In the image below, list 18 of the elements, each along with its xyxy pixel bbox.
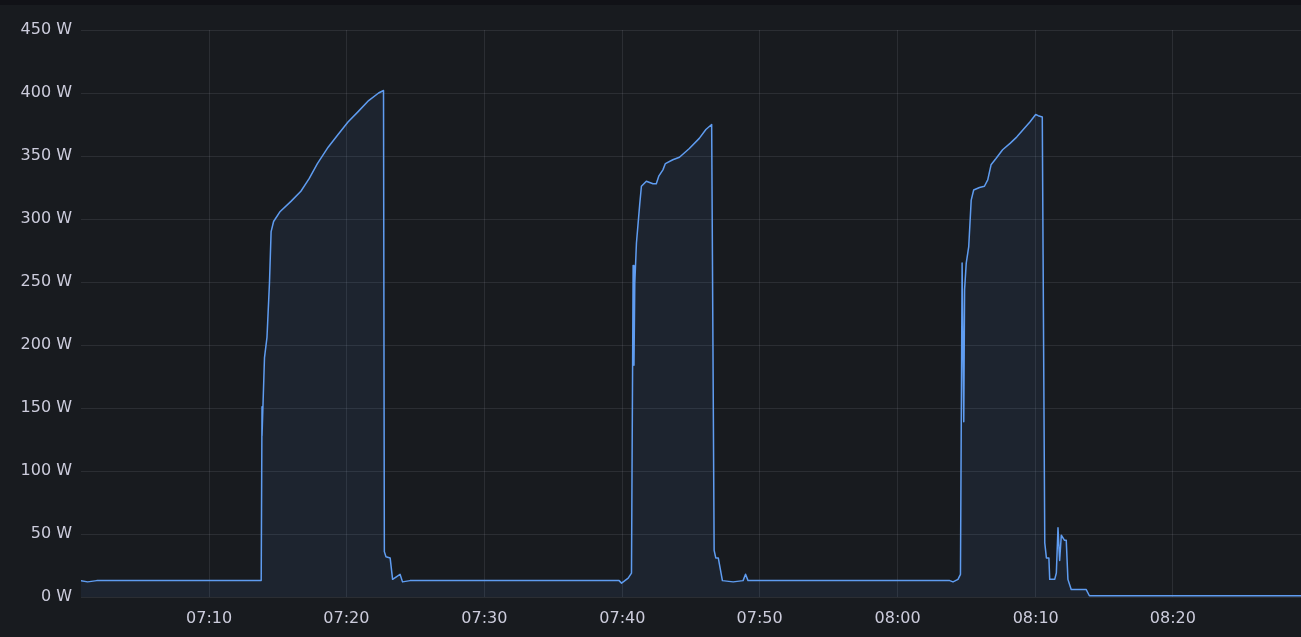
x-tick-label: 07:20: [323, 607, 370, 627]
y-tick-label: 350 W: [20, 145, 73, 165]
y-tick-label: 200 W: [20, 334, 73, 354]
x-tick-label: 07:40: [599, 607, 646, 627]
y-tick-label: 50 W: [30, 523, 73, 543]
x-tick-label: 08:00: [874, 607, 921, 627]
x-tick-label: 07:30: [461, 607, 508, 627]
x-tick-label: 08:10: [1012, 607, 1059, 627]
y-tick-label: 150 W: [20, 397, 73, 417]
y-tick-label: 250 W: [20, 271, 73, 291]
x-tick-label: 08:20: [1149, 607, 1196, 627]
y-tick-label: 0 W: [40, 586, 73, 606]
y-tick-label: 450 W: [20, 19, 73, 39]
x-tick-label: 07:50: [736, 607, 783, 627]
y-tick-label: 100 W: [20, 460, 73, 480]
x-tick-label: 07:10: [186, 607, 233, 627]
y-tick-label: 300 W: [20, 208, 73, 228]
y-tick-label: 400 W: [20, 82, 73, 102]
